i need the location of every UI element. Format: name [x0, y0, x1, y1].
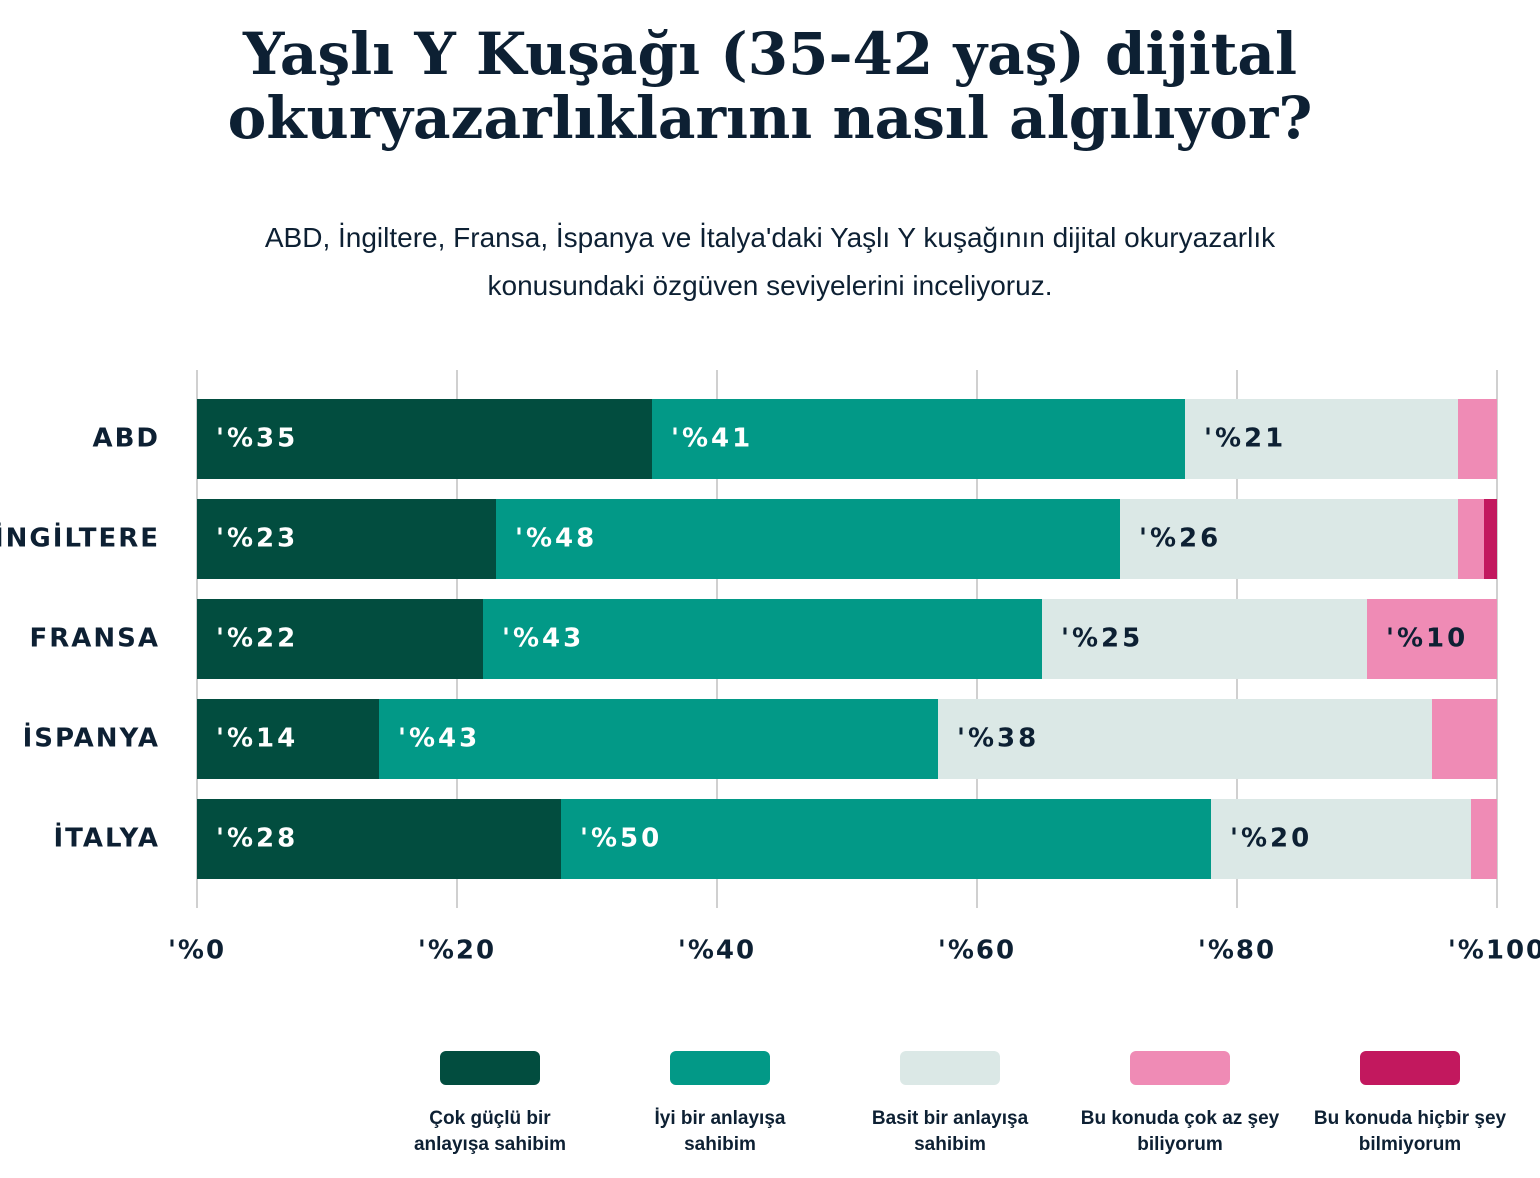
bar-segment — [1042, 599, 1367, 679]
value-label: '%10 — [1386, 624, 1468, 654]
value-label: '%14 — [216, 724, 298, 754]
legend-swatch — [1360, 1051, 1460, 1085]
x-tick-label: '%20 — [418, 936, 496, 966]
bar-segment — [1120, 499, 1458, 579]
bar-segment — [1211, 799, 1471, 879]
x-tick-label: '%0 — [168, 936, 226, 966]
value-label: '%38 — [957, 724, 1039, 754]
value-label: '%23 — [216, 524, 298, 554]
bar-segment — [652, 399, 1185, 479]
legend-swatch — [440, 1051, 540, 1085]
value-label: '%43 — [398, 724, 480, 754]
y-tick-label: İSPANYA — [23, 722, 160, 754]
y-tick-label: ABD — [92, 424, 160, 454]
value-label: '%41 — [671, 424, 753, 454]
chart-subtitle: ABD, İngiltere, Fransa, İspanya ve İtaly… — [264, 222, 1276, 301]
legend-label: Çok güçlü bir anlayışa sahibim — [413, 1108, 567, 1155]
value-label: '%50 — [580, 824, 662, 854]
bar-segment — [197, 399, 652, 479]
value-label: '%43 — [502, 624, 584, 654]
x-tick-label: '%100 — [1448, 936, 1540, 966]
bar-segment — [197, 499, 496, 579]
value-label: '%28 — [216, 824, 298, 854]
value-label: '%35 — [216, 424, 298, 454]
value-label: '%22 — [216, 624, 298, 654]
bar-segment — [938, 699, 1432, 779]
x-tick-label: '%80 — [1198, 936, 1276, 966]
bar-segment — [1484, 499, 1497, 579]
value-label: '%25 — [1061, 624, 1143, 654]
legend-label: İyi bir anlayışa sahibim — [654, 1108, 786, 1155]
bar-segment — [1458, 399, 1497, 479]
legend-label: Bu konuda hiçbir şey bilmiyorum — [1313, 1108, 1507, 1155]
value-label: '%48 — [515, 524, 597, 554]
value-label: '%20 — [1230, 824, 1312, 854]
y-tick-label: İTALYA — [54, 822, 161, 854]
x-tick-label: '%40 — [678, 936, 756, 966]
legend-swatch — [1130, 1051, 1230, 1085]
bar-segment — [1471, 799, 1497, 879]
legend-label: Basit bir anlayışa sahibim — [871, 1108, 1029, 1155]
bar-segment — [561, 799, 1211, 879]
value-label: '%21 — [1204, 424, 1286, 454]
bar-segment — [379, 699, 938, 779]
y-tick-label: İNGİLTERE — [0, 522, 160, 554]
legend-label: Bu konuda çok az şey biliyorum — [1080, 1108, 1280, 1155]
bar-segment — [1367, 599, 1497, 679]
bar-segment — [1185, 399, 1458, 479]
bar-segment — [197, 799, 561, 879]
bar-segment — [483, 599, 1042, 679]
bar-segment — [1458, 499, 1484, 579]
bar-segment — [197, 599, 483, 679]
x-tick-label: '%60 — [938, 936, 1016, 966]
chart-title: Yaşlı Y Kuşağı (35-42 yaş) dijital okury… — [227, 20, 1313, 152]
bar-segment — [496, 499, 1120, 579]
value-label: '%26 — [1139, 524, 1221, 554]
y-tick-label: FRANSA — [29, 624, 160, 654]
legend-swatch — [670, 1051, 770, 1085]
bar-segment — [197, 699, 379, 779]
legend-swatch — [900, 1051, 1000, 1085]
bar-segment — [1432, 699, 1497, 779]
